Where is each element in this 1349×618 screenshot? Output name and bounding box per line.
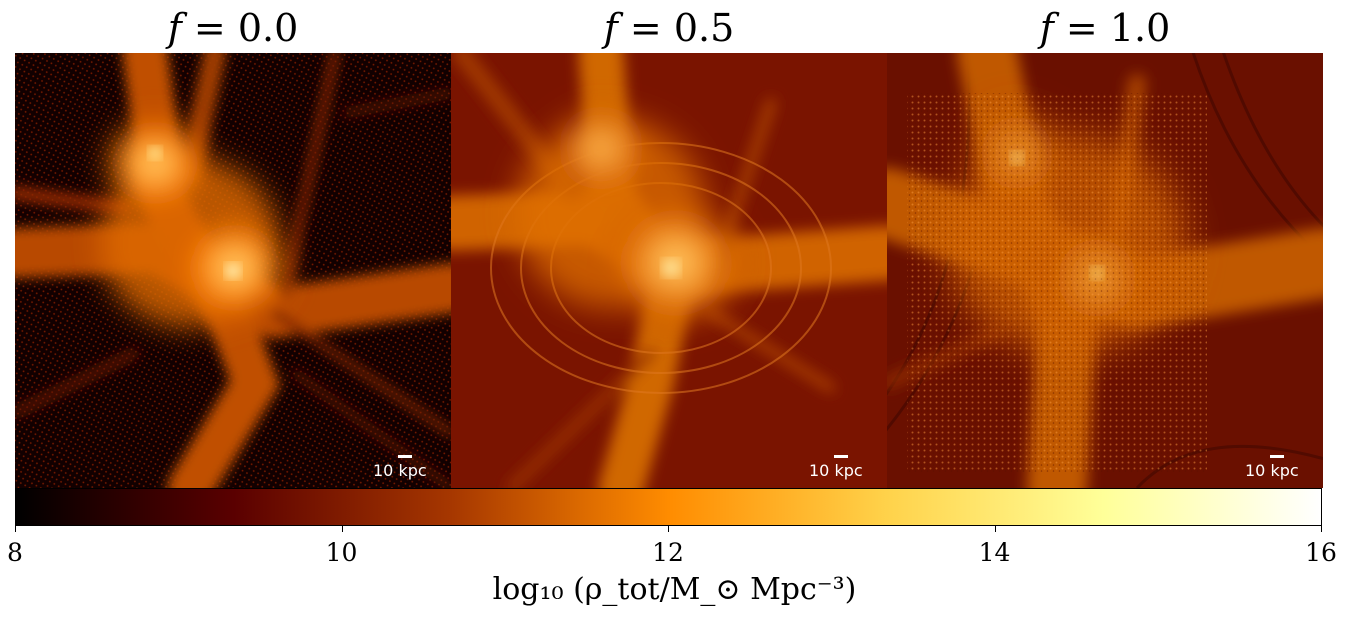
panel-title-value: = 0.0 — [193, 6, 299, 50]
panel-title-1: f = 0.0 — [15, 6, 451, 50]
colorbar-tick — [994, 526, 996, 532]
scale-label: 10 kpc — [1245, 461, 1299, 480]
density-map-image — [451, 53, 887, 488]
density-panel-f0: 10 kpc — [15, 53, 451, 488]
colorbar-tick-label: 12 — [652, 538, 684, 567]
scale-bar — [398, 455, 412, 458]
scale-bar — [1270, 455, 1284, 458]
density-panel-f05: 10 kpc — [451, 53, 887, 488]
panel-title-2: f = 0.5 — [451, 6, 887, 50]
colorbar-tick-label: 10 — [325, 538, 358, 567]
density-panel-f1: 10 kpc — [887, 53, 1323, 488]
colorbar-tick-label: 8 — [7, 538, 23, 567]
colorbar-tick — [15, 526, 16, 532]
panel-title-value: = 0.5 — [629, 6, 735, 50]
scale-label: 10 kpc — [809, 461, 863, 480]
colorbar-tick — [341, 526, 343, 532]
colorbar-tick — [1321, 526, 1322, 532]
panel-title-value: = 1.0 — [1065, 6, 1171, 50]
panel-title-var: f — [167, 6, 182, 50]
colorbar-tick-label: 16 — [1305, 538, 1337, 567]
colorbar-label: log₁₀ (ρ_tot/M_⊙ Mpc⁻³) — [492, 572, 857, 607]
density-map-image — [15, 53, 451, 488]
density-map-image — [887, 53, 1323, 488]
colorbar-tick-label: 14 — [978, 538, 1011, 567]
panel-title-var: f — [603, 6, 618, 50]
scale-label: 10 kpc — [373, 461, 427, 480]
colorbar — [15, 488, 1322, 526]
scale-bar — [834, 455, 848, 458]
panel-title-var: f — [1039, 6, 1054, 50]
panel-title-3: f = 1.0 — [887, 6, 1323, 50]
colorbar-tick — [668, 526, 669, 532]
